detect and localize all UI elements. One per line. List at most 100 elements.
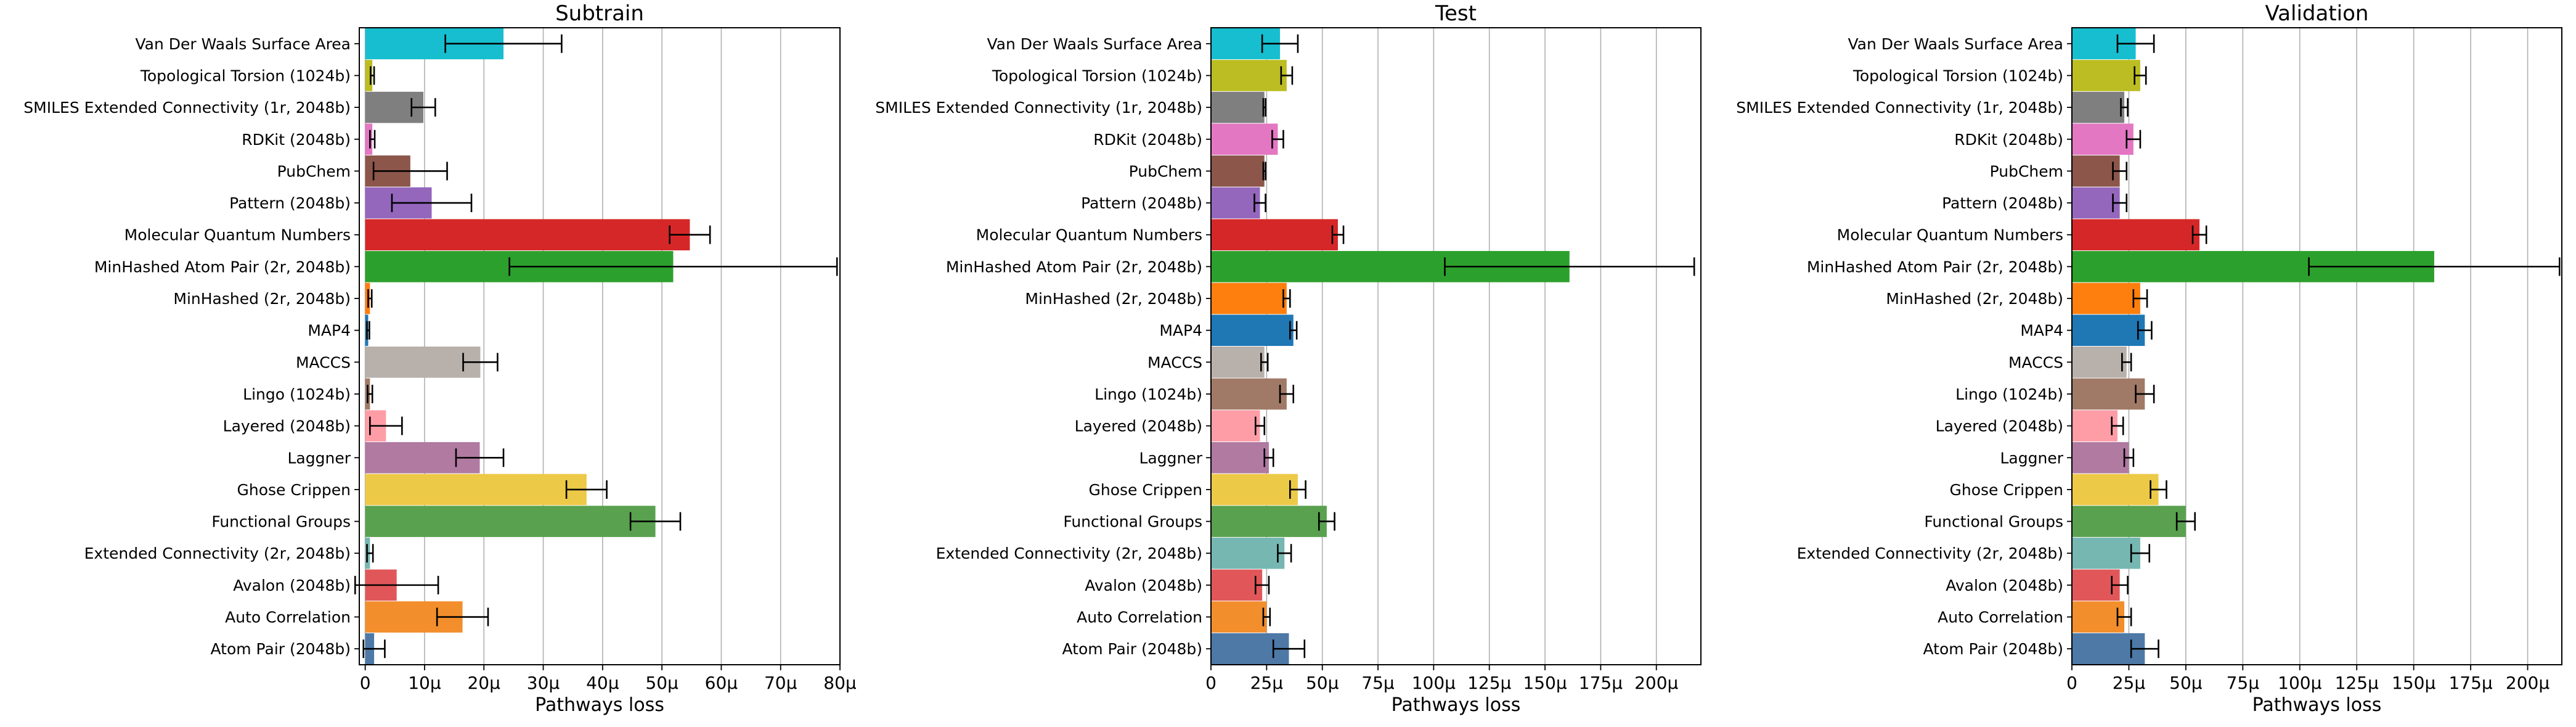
subplot-title: Test (1435, 1, 1477, 26)
xtick-label: 20μ (467, 673, 500, 693)
bar (365, 60, 373, 91)
ytick-label: Molecular Quantum Numbers (124, 226, 351, 244)
bar (2072, 347, 2127, 378)
ytick-label: SMILES Extended Connectivity (1r, 2048b) (875, 99, 1202, 117)
ytick-label: Topological Torsion (1024b) (140, 67, 351, 84)
ytick-label: Laggner (2000, 449, 2064, 467)
bar (2072, 282, 2140, 314)
ytick-label: Atom Pair (2048b) (210, 640, 351, 658)
bar (2072, 219, 2200, 251)
ytick-label: Laggner (1139, 449, 1203, 467)
bar (2072, 60, 2140, 91)
ytick-label: Lingo (1024b) (1094, 385, 1202, 403)
bar (1211, 601, 1267, 633)
bar (365, 123, 373, 155)
ytick-label: MAP4 (308, 322, 351, 340)
xtick-label: 175μ (2448, 673, 2492, 693)
ytick-label: Functional Groups (1063, 513, 1202, 531)
bar (2072, 506, 2186, 537)
xtick-label: 80μ (823, 673, 857, 693)
xtick-label: 125μ (2335, 673, 2379, 693)
plot-frame (359, 27, 841, 665)
ytick-label: Auto Correlation (225, 609, 351, 626)
xtick-label: 100μ (2278, 673, 2321, 693)
ytick-label: Ghose Crippen (1949, 481, 2063, 499)
bar (1211, 219, 1338, 251)
ytick-label: Ghose Crippen (237, 481, 351, 499)
ytick-label: SMILES Extended Connectivity (1r, 2048b) (23, 99, 351, 117)
xtick-label: 75μ (1361, 673, 1395, 693)
bar (2072, 187, 2120, 219)
ytick-label: MinHashed Atom Pair (2r, 2048b) (94, 258, 351, 276)
xtick-label: 125μ (1467, 673, 1511, 693)
ytick-label: Van Der Waals Surface Area (135, 35, 351, 53)
plot-frame (2071, 27, 2562, 665)
ytick-label: MACCS (296, 353, 351, 371)
ytick-label: Pattern (2048b) (229, 194, 351, 212)
bar (1211, 442, 1269, 474)
xtick-label: 0 (2066, 673, 2077, 693)
bar (2072, 601, 2125, 633)
ytick-label: MinHashed (2r, 2048b) (1025, 290, 1202, 308)
bar (1211, 123, 1278, 155)
bar (365, 347, 481, 378)
ytick-label: Auto Correlation (1077, 609, 1202, 626)
bar (365, 474, 587, 506)
bar (2072, 123, 2134, 155)
ytick-label: Extended Connectivity (2r, 2048b) (936, 544, 1202, 562)
ytick-label: Layered (2048b) (1936, 417, 2063, 435)
bar (2072, 442, 2129, 474)
ytick-label: Atom Pair (2048b) (1923, 640, 2063, 658)
ytick-label: Avalon (2048b) (1085, 577, 1202, 594)
xtick-label: 25μ (1250, 673, 1284, 693)
ytick-label: MAP4 (2020, 322, 2063, 340)
xtick-label: 150μ (1523, 673, 1567, 693)
ytick-label: Lingo (1024b) (243, 385, 351, 403)
x-axis-label: Pathways loss (2252, 694, 2382, 716)
xtick-label: 30μ (527, 673, 560, 693)
bar (2072, 474, 2159, 506)
ytick-label: Layered (2048b) (223, 417, 351, 435)
xtick-label: 25μ (2113, 673, 2146, 693)
ytick-label: Pattern (2048b) (1942, 194, 2063, 212)
bar (1211, 474, 1298, 506)
subplot-test: Van Der Waals Surface Area Topological To… (875, 1, 1702, 716)
ytick-label: Extended Connectivity (2r, 2048b) (84, 544, 351, 562)
plot-frame (1210, 27, 1702, 665)
bar (1211, 91, 1265, 123)
bar (2072, 410, 2117, 442)
xtick-label: 75μ (2227, 673, 2260, 693)
xtick-label: 50μ (645, 673, 679, 693)
xtick-label: 0 (360, 673, 371, 693)
ytick-label: Molecular Quantum Numbers (976, 226, 1202, 244)
bar (1211, 506, 1327, 537)
subplot-validation: Van Der Waals Surface Area Topological To… (1736, 1, 2562, 716)
bar (1211, 569, 1263, 601)
ytick-label: Atom Pair (2048b) (1062, 640, 1202, 658)
x-axis-label: Pathways loss (535, 694, 664, 716)
xtick-label: 40μ (586, 673, 619, 693)
ytick-label: PubChem (277, 162, 351, 180)
bar (365, 219, 690, 251)
ytick-label: Extended Connectivity (2r, 2048b) (1797, 544, 2063, 562)
bar (1211, 60, 1287, 91)
ytick-label: MAP4 (1159, 322, 1202, 340)
xtick-label: 175μ (1579, 673, 1623, 693)
subplot-subtrain: Van Der Waals Surface Area Topological To… (23, 1, 857, 716)
ytick-label: MACCS (1147, 353, 1202, 371)
subplot-title: Validation (2265, 1, 2369, 26)
xtick-label: 70μ (764, 673, 797, 693)
x-axis-label: Pathways loss (1392, 694, 1521, 716)
bar (1211, 410, 1260, 442)
bar (1211, 378, 1287, 410)
bar (2072, 378, 2145, 410)
bar (1211, 537, 1285, 569)
bar (1211, 314, 1294, 346)
bar (2072, 91, 2125, 123)
xtick-label: 50μ (2169, 673, 2203, 693)
ytick-label: Auto Correlation (1938, 609, 2063, 626)
ytick-label: Functional Groups (211, 513, 351, 531)
ytick-label: Van Der Waals Surface Area (1848, 35, 2063, 53)
ytick-label: Pattern (2048b) (1081, 194, 1202, 212)
ytick-label: RDKit (2048b) (242, 131, 351, 149)
